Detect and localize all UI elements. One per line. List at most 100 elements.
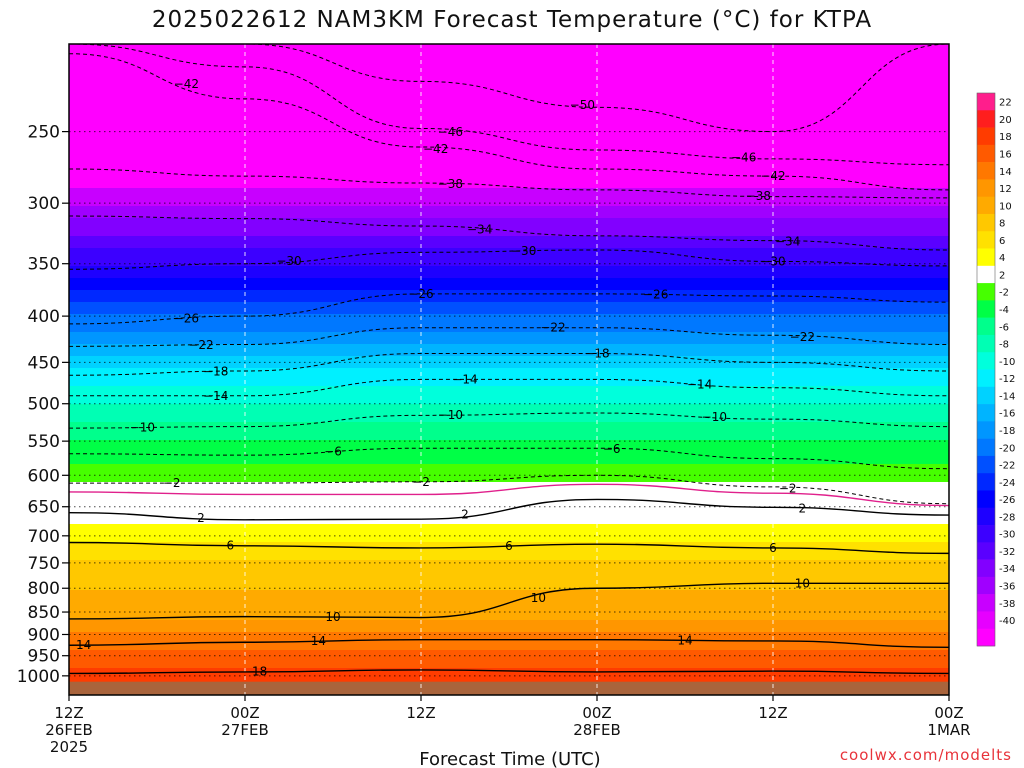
temperature-band (69, 218, 949, 225)
colorbar-label: -32 (999, 547, 1015, 558)
temperature-band (69, 422, 949, 429)
colorbar-label: -30 (999, 530, 1015, 541)
colorbar-label: -22 (999, 461, 1015, 472)
contour-label: −6 (603, 442, 621, 456)
colorbar-label: -10 (999, 357, 1015, 368)
contour-label: −22 (790, 330, 815, 344)
temperature-band (69, 290, 949, 297)
contour-line (69, 378, 949, 397)
contour-line (69, 474, 949, 505)
contour-line (69, 447, 949, 470)
contour-label: 6 (505, 539, 513, 553)
colorbar-swatch (977, 455, 995, 474)
contour-line (69, 638, 949, 649)
temperature-band (69, 62, 949, 69)
temperature-band (69, 176, 949, 183)
temperature-band (69, 206, 949, 213)
temperature-band (69, 140, 949, 147)
temperature-band (69, 620, 949, 627)
colorbar-swatch (977, 473, 995, 491)
temperature-band (69, 386, 949, 393)
temperature-band (69, 362, 949, 369)
temperature-band (69, 122, 949, 129)
temperature-band (69, 158, 949, 165)
contour-label: −42 (423, 142, 448, 156)
y-tick-label: 250 (28, 123, 60, 143)
colorbar-label: 14 (999, 167, 1012, 178)
colorbar-swatch (977, 334, 995, 353)
temperature-band (69, 230, 949, 237)
x-tick-label: 26FEB (45, 721, 92, 739)
colorbar-swatch (977, 127, 995, 146)
colorbar-swatch (977, 283, 995, 301)
temperature-band (69, 458, 949, 465)
contour-label: −38 (746, 189, 771, 203)
contour-label: −30 (276, 254, 301, 268)
colorbar-swatch (977, 213, 995, 232)
temperature-band (69, 548, 949, 555)
chart-title: 2025022612 NAM3KM Forecast Temperature (… (152, 7, 872, 33)
contour-label: −6 (324, 445, 342, 459)
temperature-band (69, 578, 949, 585)
colorbar-label: -26 (999, 495, 1015, 506)
plot-frame (68, 43, 950, 696)
temperature-band (69, 320, 949, 327)
y-tick-label: 950 (28, 647, 60, 667)
temperature-band (69, 110, 949, 117)
colorbar-swatch (977, 231, 995, 249)
colorbar-swatch (977, 525, 995, 543)
contour-label: −2 (163, 476, 181, 490)
colorbar-label: -36 (999, 582, 1015, 593)
colorbar-label: 18 (999, 132, 1012, 143)
temperature-band (69, 272, 949, 279)
temperature-band (69, 284, 949, 291)
contour-label: 10 (795, 576, 810, 590)
temperature-band (69, 74, 949, 81)
colorbar-swatch (977, 386, 995, 405)
colorbar-swatch (977, 404, 995, 422)
temperature-band (69, 356, 949, 363)
temperature-band (69, 398, 949, 405)
temperature-band (69, 614, 949, 621)
contour-label: −14 (452, 372, 477, 386)
temperature-band (69, 182, 949, 189)
temperature-band (69, 266, 949, 273)
colorbar-label: -16 (999, 409, 1015, 420)
colorbar-swatch (977, 179, 995, 197)
contour-label: −22 (188, 338, 213, 352)
temperature-band (69, 248, 949, 255)
colorbar-label: -14 (999, 391, 1015, 402)
colorbar-swatch (977, 369, 995, 388)
contour-label: −42 (174, 77, 199, 91)
x-tick-label: 12Z (54, 704, 83, 722)
temperature-band (69, 452, 949, 459)
temperature-band (69, 374, 949, 381)
contour-label: −14 (687, 377, 712, 391)
contour-line (69, 412, 949, 429)
temperature-band (69, 236, 949, 243)
colorbar-swatch (977, 110, 995, 128)
colorbar-label: 2 (999, 270, 1005, 281)
contour-label: −34 (467, 222, 492, 236)
y-tick-label: 850 (28, 603, 60, 623)
contour-line (69, 293, 949, 325)
colorbar: 22 20 18 16 14 12 10 8 6 4 2 -2 -4 -6 -8 -10 -12 -14 -16 -1… (976, 92, 1015, 647)
colorbar-swatch (977, 594, 995, 612)
contour-label: −18 (584, 347, 609, 361)
y-tick-label: 900 (28, 625, 60, 645)
colorbar-swatch (977, 628, 995, 647)
temperature-band (69, 530, 949, 537)
temperature-band (69, 662, 949, 669)
temperature-band (69, 608, 949, 615)
x-tick-label: 12Z (406, 704, 435, 722)
colorbar-swatch (977, 611, 995, 630)
contour-line (69, 582, 949, 620)
temperature-band (69, 554, 949, 561)
contour-label: 14 (76, 638, 91, 652)
ground-band (69, 681, 949, 695)
contour-label: −2 (779, 481, 797, 495)
temperature-band (69, 152, 949, 159)
contour-line (69, 44, 949, 166)
temperature-band (69, 164, 949, 171)
